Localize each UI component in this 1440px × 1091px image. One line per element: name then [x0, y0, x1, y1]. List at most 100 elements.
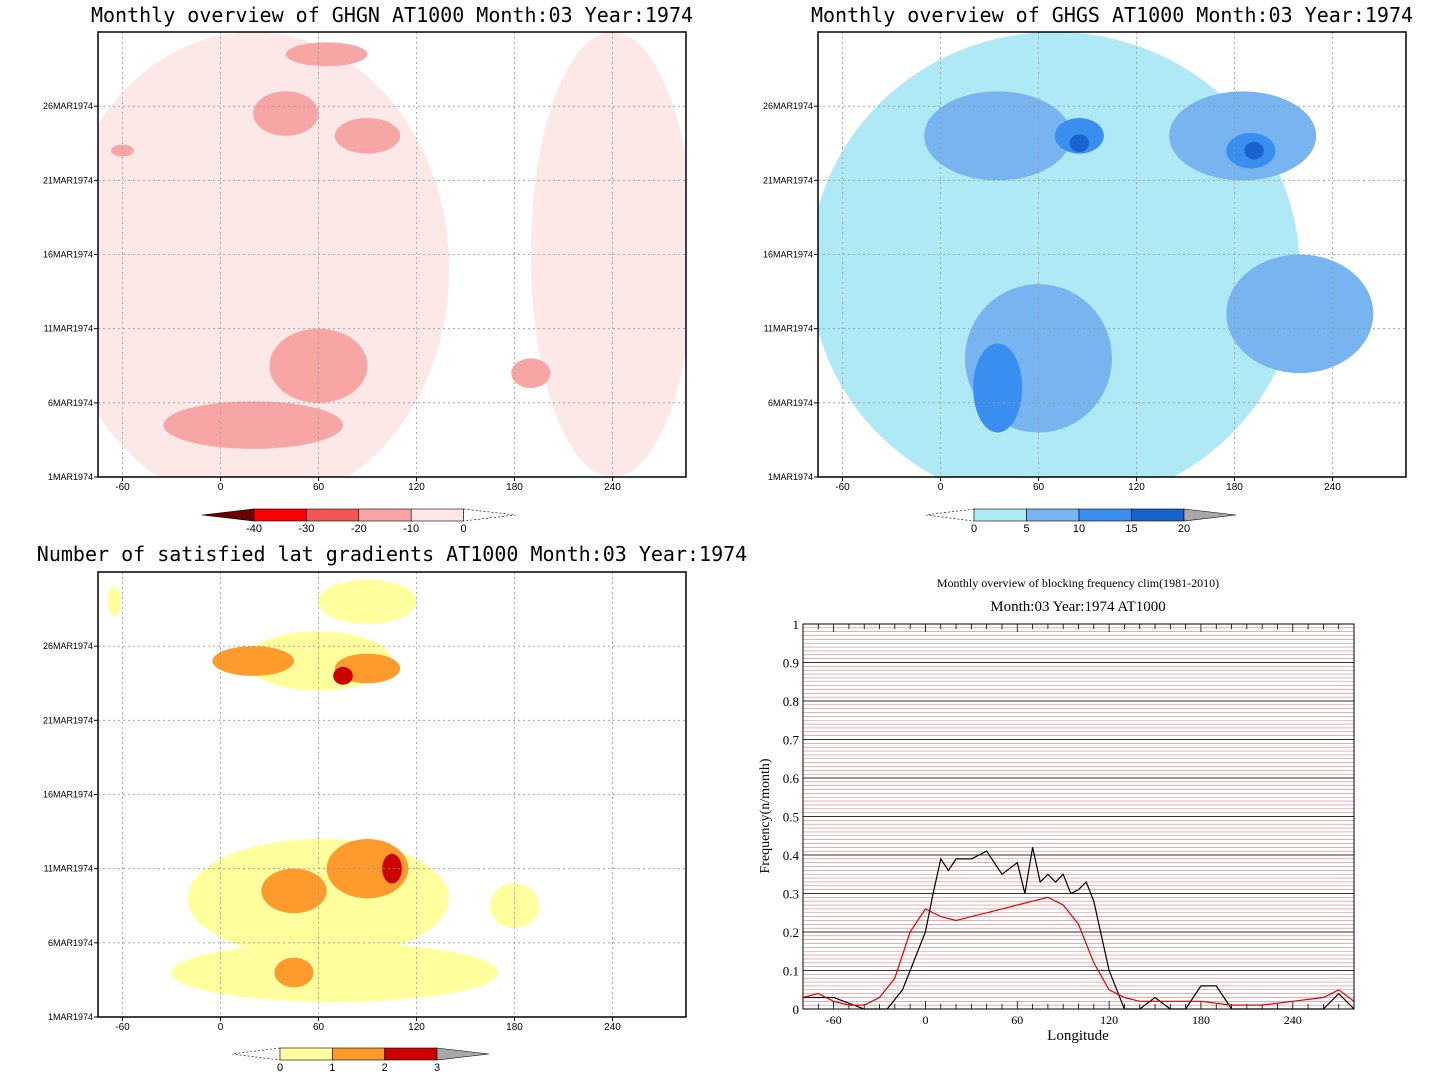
x-tick-label: 180: [1226, 482, 1243, 493]
panel1-colorbar: 0 5 10 15 20: [925, 508, 1237, 535]
y-tick-label: 0.6: [783, 771, 800, 786]
x-tick-label: 120: [1100, 1013, 1118, 1027]
y-tick-label: 0.8: [783, 694, 799, 709]
contour-region: [261, 868, 327, 914]
x-tick-label: 0: [218, 482, 224, 493]
panel2-colorbar: 0 1 2 3: [231, 1047, 490, 1074]
y-tick-label: 0.9: [783, 656, 799, 671]
plot-area: [98, 32, 686, 477]
colorbar-extend-left: [231, 1047, 281, 1061]
colorbar-segment: [384, 1047, 438, 1061]
colorbar-label: 2: [382, 1062, 388, 1074]
panel3-title: Monthly overview of blocking frequency c…: [937, 576, 1219, 590]
x-tick-label: 0: [922, 1013, 928, 1027]
colorbar-extend-left: [925, 508, 975, 522]
y-tick-label: 1MAR1974: [48, 1012, 93, 1022]
y-tick-label: 26MAR1974: [763, 101, 813, 111]
contour-region: [212, 646, 294, 676]
contour-region: [333, 666, 353, 685]
colorbar-label: -30: [298, 523, 314, 535]
y-tick-label: 11MAR1974: [44, 324, 93, 334]
x-tick-label: 120: [408, 482, 425, 493]
colorbar-label: 0: [277, 1062, 283, 1074]
x-tick-label: 180: [506, 482, 523, 493]
colorbar-label: -20: [351, 523, 367, 535]
x-tick-label: 180: [506, 1022, 523, 1033]
colorbar-label: 20: [1178, 523, 1190, 535]
panel3-xlabel: Longitude: [1047, 1028, 1109, 1044]
colorbar-label: 1: [329, 1062, 335, 1074]
panel3-ylabel: Frequency(n/month): [758, 758, 773, 873]
y-tick-label: 0.2: [783, 925, 799, 940]
x-tick-label: -60: [115, 482, 130, 493]
colorbar-extend-right: [1183, 508, 1237, 522]
x-tick-label: 240: [604, 482, 621, 493]
contour-region: [924, 91, 1072, 181]
colorbar-extend-right: [436, 1047, 490, 1061]
panel2-title: Number of satisfied lat gradients AT1000…: [37, 542, 747, 566]
contour-region: [490, 883, 539, 928]
x-tick-label: 240: [604, 1022, 621, 1033]
x-tick-label: 60: [313, 1022, 325, 1033]
contour-region: [326, 839, 409, 899]
y-tick-label: 16MAR1974: [43, 250, 93, 260]
contour-region: [1069, 134, 1090, 153]
x-tick-label: 120: [1128, 482, 1145, 493]
panel1-title: Monthly overview of GHGS AT1000 Month:03…: [811, 3, 1413, 27]
panel3-frequency-line: 0 0.1 0.2 0.3 0.4 0.5 0.6 0.7 0.8 0.9 1 -60 0 60 120 18…: [783, 617, 1355, 1027]
y-tick-label: 1MAR1974: [48, 472, 93, 482]
colorbar-segment: [1026, 508, 1080, 522]
y-tick-label: 26MAR1974: [43, 101, 93, 111]
colorbar-segment: [332, 1047, 385, 1061]
panel0-ghgn-heatmap: -60 0 60 120 180 240 26MAR1974 21MAR1974 16MAR19…: [43, 31, 687, 493]
series-red-line: [802, 896, 1355, 1006]
y-tick-label: 1MAR1974: [768, 472, 813, 482]
colorbar-label: 10: [1073, 523, 1085, 535]
panel3-subtitle: Month:03 Year:1974 AT1000: [990, 599, 1165, 615]
y-tick-label: 26MAR1974: [43, 641, 93, 651]
x-tick-label: 0: [218, 1022, 224, 1033]
y-tick-label: 16MAR1974: [763, 250, 813, 260]
plot-area: [98, 572, 686, 1017]
x-tick-label: -60: [826, 1013, 842, 1027]
panel0-colorbar: -40 -30 -20 -10 0: [201, 508, 516, 535]
x-tick-label: 0: [938, 482, 944, 493]
colorbar-segment: [1131, 508, 1185, 522]
contour-region: [269, 328, 368, 403]
colorbar-label: 3: [434, 1062, 440, 1074]
y-tick-label: 0: [793, 1002, 800, 1017]
colorbar-label: -40: [246, 523, 262, 535]
panel2-gradient-heatmap: -60 0 60 120 180 240 26MAR1974 21MAR1974 16MAR19…: [43, 571, 687, 1033]
contour-region: [285, 42, 368, 67]
x-tick-label: 60: [1033, 482, 1045, 493]
colorbar-segment: [1078, 508, 1132, 522]
y-tick-label: 6MAR1974: [48, 938, 93, 948]
y-tick-label: 0.5: [783, 810, 799, 825]
contour-region: [382, 853, 402, 884]
y-tick-label: 0.4: [783, 848, 800, 863]
y-tick-label: 21MAR1974: [763, 175, 813, 185]
y-tick-label: 11MAR1974: [44, 864, 93, 874]
contour-region: [1226, 254, 1374, 374]
x-tick-label: 120: [408, 1022, 425, 1033]
colorbar-extend-right: [463, 508, 516, 522]
colorbar-label: -10: [403, 523, 419, 535]
panel0-title: Monthly overview of GHGN AT1000 Month:03…: [91, 3, 693, 27]
colorbar-segment: [410, 508, 464, 522]
x-tick-label: -60: [115, 1022, 130, 1033]
x-tick-label: 180: [1192, 1013, 1210, 1027]
colorbar-segment: [973, 508, 1027, 522]
colorbar-label: 15: [1125, 523, 1137, 535]
y-tick-label: 1: [793, 617, 800, 632]
colorbar-label: 0: [461, 523, 467, 535]
y-tick-label: 0.7: [783, 733, 800, 748]
contour-region: [163, 401, 343, 449]
colorbar-extend-left: [201, 508, 255, 522]
contour-region: [318, 579, 417, 624]
contour-region: [334, 118, 401, 154]
y-tick-label: 21MAR1974: [43, 715, 93, 725]
contour-region: [107, 586, 121, 617]
plot-area: [818, 32, 1406, 477]
colorbar-segment: [253, 508, 307, 522]
